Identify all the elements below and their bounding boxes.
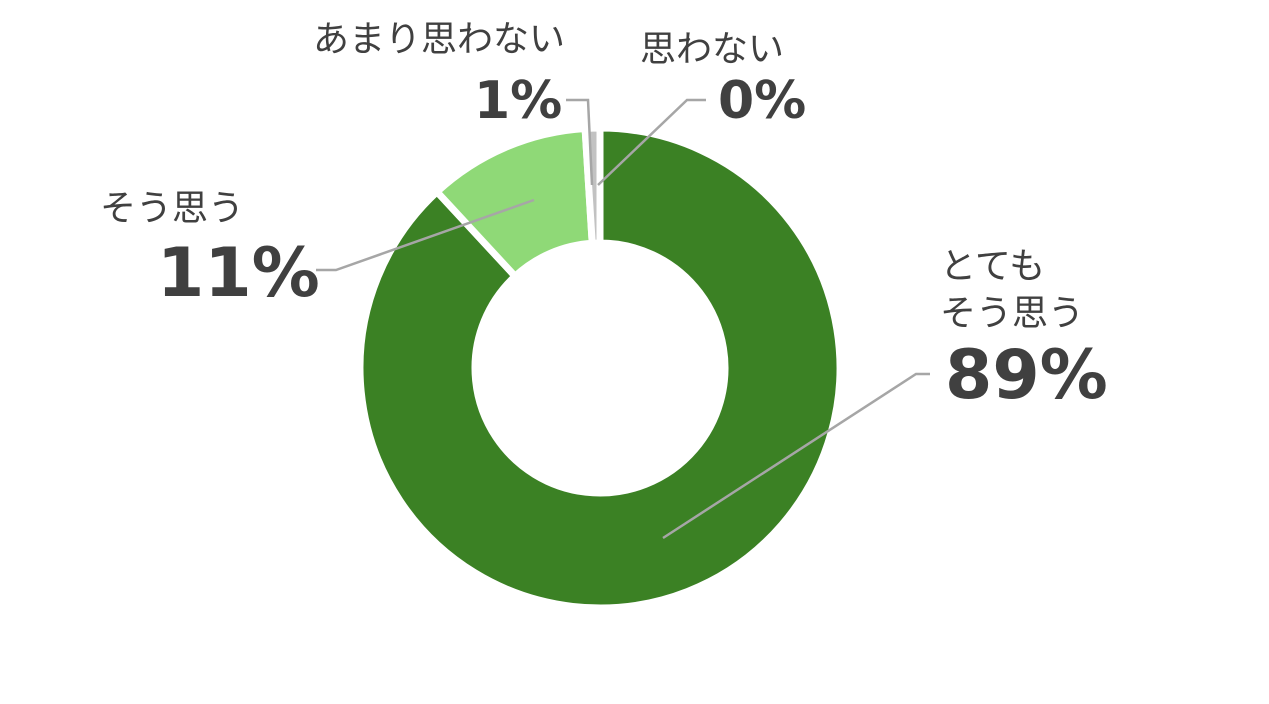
slice-4-category-label: 思わない [640,29,784,70]
slice-4-leader-line [597,98,706,186]
slice-1-leader-line [662,372,930,540]
slice-3-category-label: あまり思わない [313,19,565,60]
slice-3-value-label: 1% [474,71,562,131]
slice-2-category-label: そう思う [100,188,244,229]
slice-1-arc [356,124,844,612]
slice-1-value-label: 89% [945,336,1108,415]
slice-2-value-label: 11% [157,234,320,313]
slice-2-leader-line [316,198,535,272]
slice-1-category-label: とても [940,246,1045,287]
slice-3-leader-line [566,98,594,186]
slice-4-value-label: 0% [718,71,806,131]
donut-slices [356,124,844,612]
slice-1-category-label: そう思う [940,293,1084,334]
leader-lines [316,98,930,540]
